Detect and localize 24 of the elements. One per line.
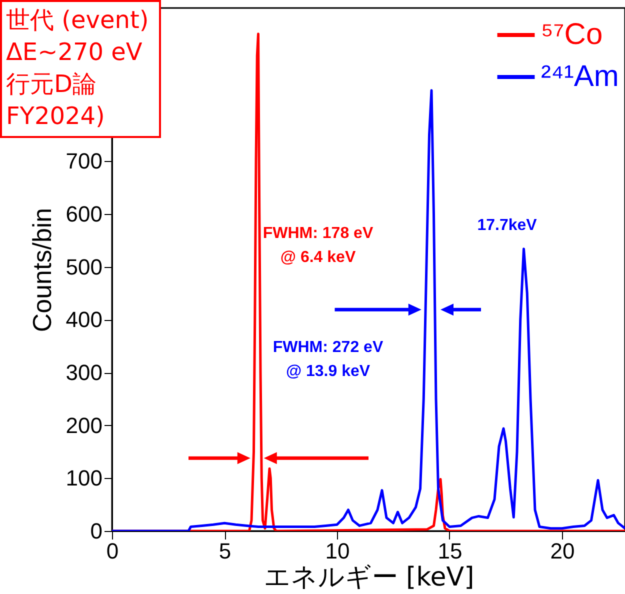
y-tick-label: 0 bbox=[90, 518, 102, 544]
x-tick-label: 0 bbox=[106, 538, 119, 564]
y-tick-label: 300 bbox=[66, 360, 102, 386]
annotation: FWHM: 178 eV @ 6.4 keV bbox=[262, 225, 374, 266]
x-tick-label: 15 bbox=[438, 538, 462, 564]
x-tick-label: 5 bbox=[218, 538, 232, 564]
y-tick-label: 600 bbox=[66, 202, 102, 227]
y-tick-label: 200 bbox=[66, 412, 102, 438]
text: 行元D論 bbox=[6, 69, 98, 100]
annotation: 17.7keV bbox=[477, 217, 538, 234]
annotation: ΔE~270 eV bbox=[6, 37, 144, 68]
annotation: FWHM: 272 eV @ 13.9 keV bbox=[272, 339, 384, 380]
y-tick-label: 400 bbox=[66, 307, 102, 332]
y-tick-label: 100 bbox=[66, 466, 102, 491]
annotation: 世代 (event) bbox=[6, 5, 149, 36]
text: FY2024) bbox=[6, 101, 106, 132]
y-axis-title: Counts/bin bbox=[26, 208, 57, 332]
x-tick-label: 10 bbox=[325, 538, 350, 564]
y-tick-label: 500 bbox=[66, 254, 102, 280]
x-axis-title: エネルギー [keV] bbox=[264, 562, 474, 592]
y-tick-label: 700 bbox=[66, 148, 102, 174]
x-tick-label: 20 bbox=[550, 538, 575, 564]
legend-label: ⁵⁷Co bbox=[541, 18, 603, 51]
legend-label: ²⁴¹Am bbox=[541, 60, 619, 93]
